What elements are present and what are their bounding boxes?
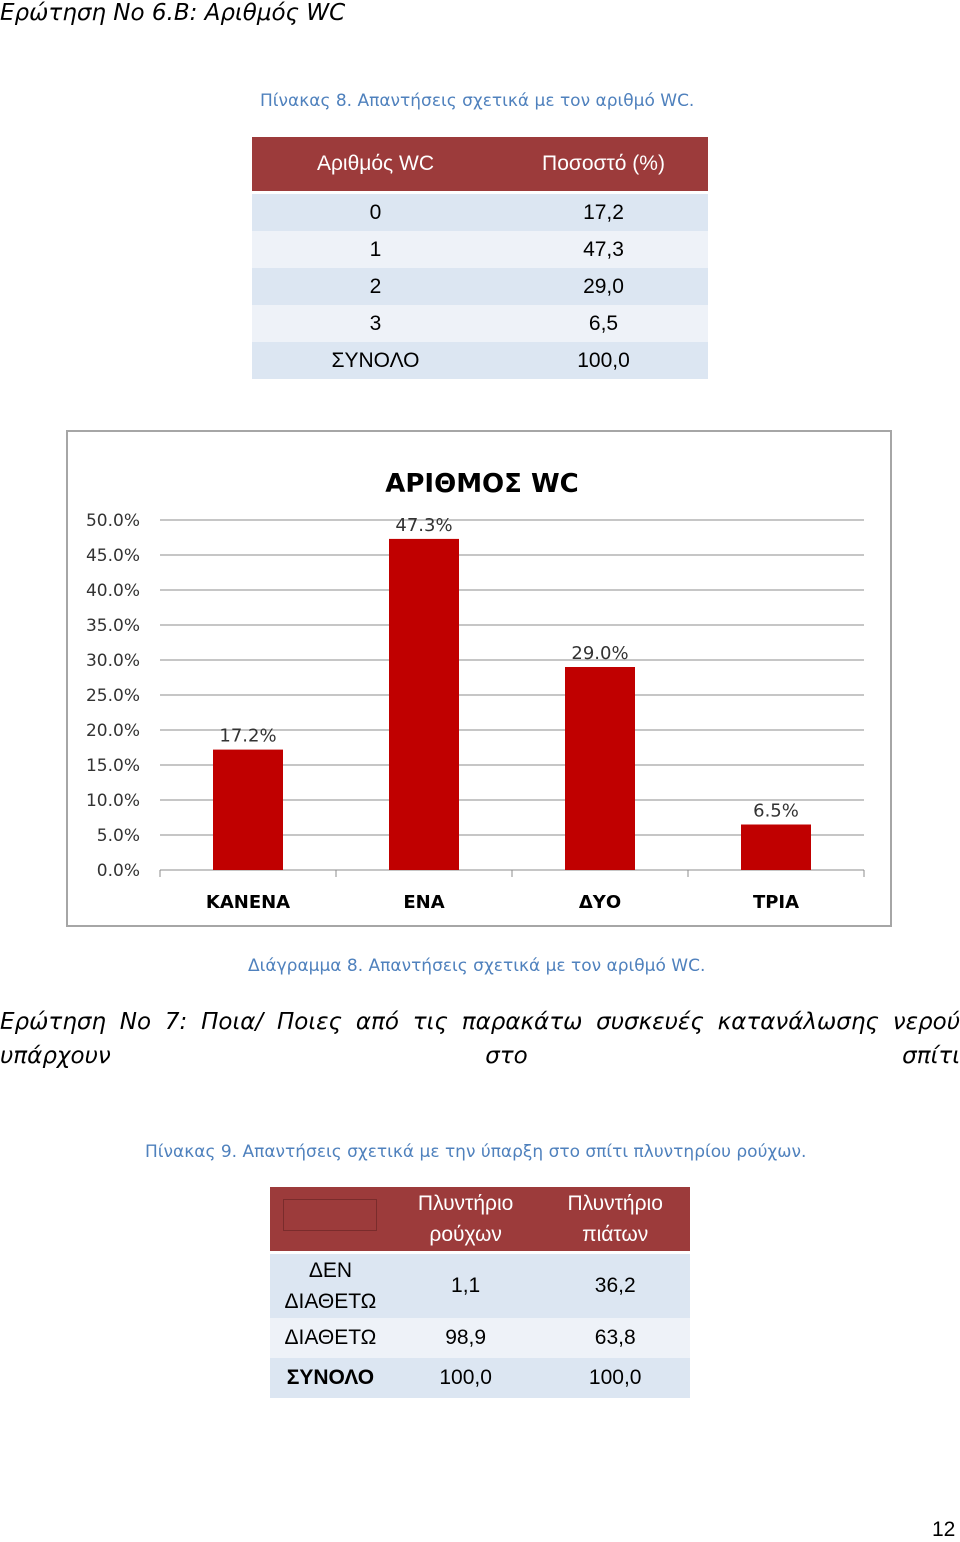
table9-header-washer: Πλυντήριο ρούχων [390,1187,541,1254]
table8-cell: 6,5 [499,305,708,342]
bar [213,749,283,870]
table9-total-label: ΣΥΝΟΛΟ [270,1358,391,1398]
table8-total-value: 100,0 [499,342,708,379]
data-label: 29.0% [571,643,628,664]
table8-cell: 1 [252,231,499,268]
y-tick-label: 30.0% [86,651,140,671]
question7-text: Ερώτηση Νο 7: Ποια/ Ποιες από τις παρακά… [0,1009,960,1069]
table9-cell: 98,9 [390,1318,541,1358]
table9-total-value: 100,0 [540,1358,690,1398]
table9-total-value: 100,0 [390,1358,541,1398]
table9-row-label: ΔΙΑΘΕΤΩ [270,1318,391,1358]
chart-frame: ΑΡΙΘΜΟΣ WC 0.0% 5.0% 10.0% 15.0% 20.0% 25.0% 30… [66,430,892,927]
table8-cell: 29,0 [499,268,708,305]
table9-header-blank [270,1187,391,1254]
table-row: ΣΥΝΟΛΟ 100,0 100,0 [270,1358,690,1398]
table9: Πλυντήριο ρούχων Πλυντήριο πιάτων ΔΕΝ ΔΙ… [270,1187,690,1398]
y-tick-label: 5.0% [97,826,140,846]
table8-cell: 0 [252,192,499,231]
table-row: 2 29,0 [252,268,708,305]
table8-header-percent: Ποσοστό (%) [499,137,708,194]
y-tick-label: 50.0% [86,511,140,531]
x-category-label: ΚΑΝΕΝΑ [206,892,290,913]
table-row: 1 47,3 [252,231,708,268]
bar-chart: ΑΡΙΘΜΟΣ WC 0.0% 5.0% 10.0% 15.0% 20.0% 25.0% 30… [86,469,865,913]
table9-caption: Πίνακας 9. Απαντήσεις σχετικά με την ύπα… [145,1142,807,1162]
bar [389,538,459,870]
table9-header-row: Πλυντήριο ρούχων Πλυντήριο πιάτων [270,1187,690,1254]
table8-header-row: Αριθμός WC Ποσοστό (%) [252,137,708,194]
table8: Αριθμός WC Ποσοστό (%) 0 17,2 1 47,3 2 2… [252,137,708,379]
data-label: 17.2% [219,726,276,747]
chart-title: ΑΡΙΘΜΟΣ WC [385,469,579,499]
y-tick-label: 0.0% [97,861,140,881]
table9-cell: 36,2 [540,1252,690,1318]
table-row: ΣΥΝΟΛΟ 100,0 [252,342,708,379]
table8-cell: 47,3 [499,231,708,268]
bar [565,667,635,870]
table9-cell: 63,8 [540,1318,690,1358]
table8-header-count: Αριθμός WC [252,137,499,194]
data-label: 47.3% [395,515,452,536]
table9-row-label: ΔΕΝ ΔΙΑΘΕΤΩ [270,1252,391,1318]
table8-cell: 17,2 [499,192,708,231]
x-category-label: ΕΝΑ [403,892,444,913]
table8-caption: Πίνακας 8. Απαντήσεις σχετικά με τον αρι… [260,91,695,111]
table-row: ΔΕΝ ΔΙΑΘΕΤΩ 1,1 36,2 [270,1252,690,1318]
y-tick-label: 45.0% [86,546,140,566]
table-row: ΔΙΑΘΕΤΩ 98,9 63,8 [270,1318,690,1358]
y-tick-label: 20.0% [86,721,140,741]
table-row: 0 17,2 [252,192,708,231]
y-tick-label: 15.0% [86,756,140,776]
bar [741,824,811,870]
table9-header-dishwasher: Πλυντήριο πιάτων [540,1187,690,1254]
figure8-caption: Διάγραμμα 8. Απαντήσεις σχετικά με τον α… [248,956,706,976]
table8-cell: 2 [252,268,499,305]
page-number: 12 [932,1518,956,1541]
table-row: 3 6,5 [252,305,708,342]
table8-total-label: ΣΥΝΟΛΟ [252,342,499,379]
y-tick-label: 10.0% [86,791,140,811]
y-tick-label: 40.0% [86,581,140,601]
table8-cell: 3 [252,305,499,342]
heading-question-6b: Ερώτηση Νο 6.Β: Αριθμός WC [0,0,346,26]
question7-line1: Ερώτηση Νο 7: Ποια/ Ποιες από τις παρακά… [0,1005,960,1073]
y-tick-label: 35.0% [86,616,140,636]
x-category-label: ΔΥΟ [579,892,621,913]
x-category-label: ΤΡΙΑ [753,892,799,913]
data-label: 6.5% [753,801,799,822]
blank-header-box [283,1198,378,1231]
table9-cell: 1,1 [390,1252,541,1318]
y-tick-label: 25.0% [86,686,140,706]
